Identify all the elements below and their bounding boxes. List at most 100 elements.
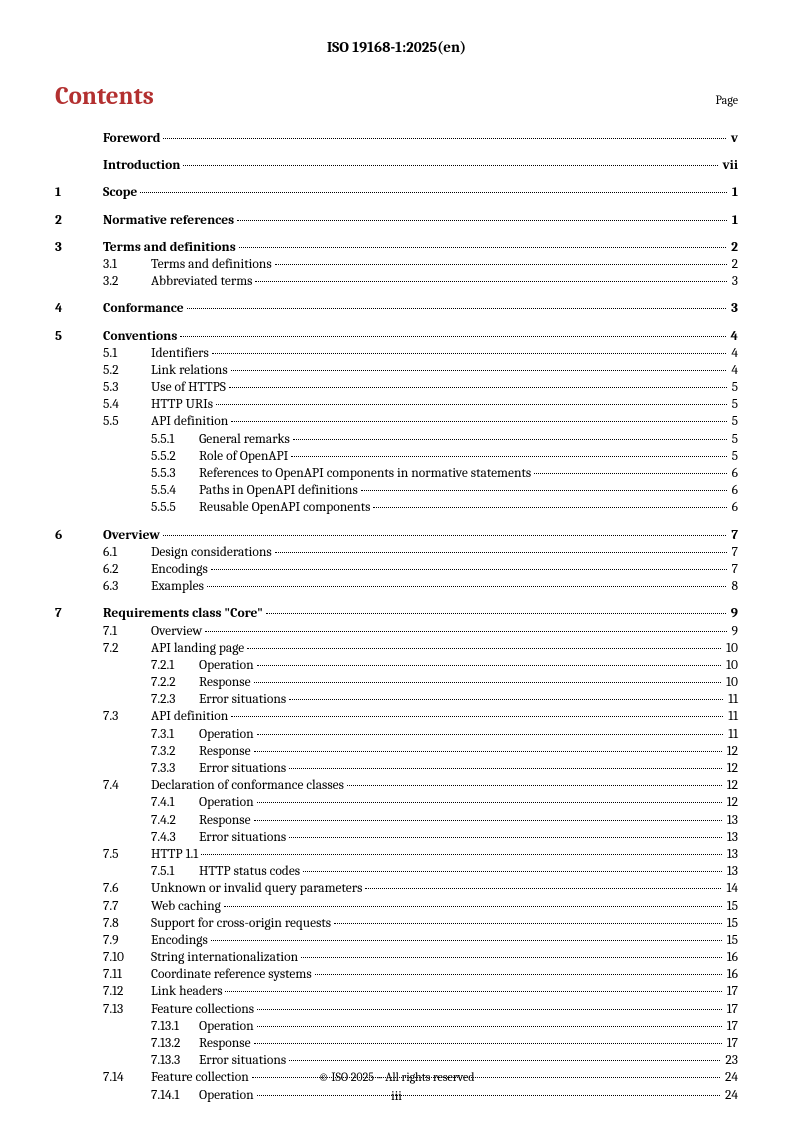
toc-leader [211, 940, 722, 941]
toc-entry-number: 7.5.1 [151, 864, 199, 880]
toc-entry-title: Response [199, 675, 251, 691]
toc-entry-title-cell: Role of OpenAPI [199, 449, 730, 465]
toc-entry-title: Operation [199, 1019, 254, 1035]
toc-entry-title: API definition [151, 709, 228, 725]
toc-entry-title: Reusable OpenAPI components [199, 500, 370, 516]
toc-entry-title-cell: Error situations [199, 761, 725, 777]
toc-entry-title: Operation [199, 795, 254, 811]
toc-entry-number: 6.3 [103, 579, 151, 595]
toc-entry-title-cell: HTTP URIs [151, 397, 730, 413]
toc-entry-title-cell: HTTP status codes [199, 864, 725, 880]
toc-entry-number: 5.3 [103, 380, 151, 396]
toc-entry-page: 5 [730, 449, 738, 465]
toc-entry-page: 7 [729, 528, 738, 544]
toc-entry-page: 7 [730, 545, 738, 561]
toc-entry-page: 12 [725, 795, 738, 811]
toc-entry-number: 5.5.4 [151, 483, 199, 499]
toc-entry: 7.13Feature collections17 [55, 1002, 738, 1018]
toc-entry-page: 2 [729, 240, 738, 256]
toc-entry-number: 7.11 [103, 967, 151, 983]
toc-entry-page: 4 [729, 363, 738, 379]
toc-entry: 7.1Overview9 [55, 624, 738, 640]
toc-entry-number: 7.3.2 [151, 744, 199, 760]
toc-entry-title: Terms and definitions [103, 240, 236, 256]
toc-entry-title-cell: Error situations [199, 1053, 723, 1069]
toc-entry: Forewordv [55, 131, 738, 147]
toc-leader [216, 404, 727, 405]
toc-entry: 7.3.1Operation11 [55, 727, 738, 743]
toc-entry-number: 4 [55, 301, 103, 317]
toc-entry: 5.4HTTP URIs5 [55, 397, 738, 413]
toc-entry-number: 3 [55, 240, 103, 256]
toc-entry-number: 6.1 [103, 545, 151, 561]
toc-entry-title-cell: Encodings [151, 933, 725, 949]
toc-entry-number: 7 [55, 606, 103, 622]
toc-leader [334, 923, 722, 924]
toc-entry-page: 11 [726, 709, 738, 725]
toc-leader [225, 991, 721, 992]
toc-entry-title: Identifiers [151, 346, 209, 362]
toc-leader [289, 768, 722, 769]
toc-leader [361, 490, 727, 491]
toc-entry: 7.4.3Error situations13 [55, 830, 738, 846]
toc-entry-title: HTTP status codes [199, 864, 300, 880]
toc-entry-title: Feature collections [151, 1002, 254, 1018]
toc-entry-title: Design considerations [151, 545, 272, 561]
toc-section-spacer [55, 175, 738, 185]
toc-entry-number: 7.4.2 [151, 813, 199, 829]
toc-entry-title: Conformance [103, 301, 184, 317]
toc-entry-title: General remarks [199, 432, 290, 448]
toc-entry-number: 7.1 [103, 624, 151, 640]
toc-entry-title: Error situations [199, 830, 286, 846]
toc-entry: 7.3.3Error situations12 [55, 761, 738, 777]
toc-entry-number: 6.2 [103, 562, 151, 578]
toc-entry-title-cell: Encodings [151, 562, 730, 578]
toc-entry-title-cell: Response [199, 744, 725, 760]
toc-entry: 5.1Identifiers4 [55, 346, 738, 362]
toc-leader [275, 552, 727, 553]
toc-entry: 7.13.1Operation17 [55, 1019, 738, 1035]
toc-entry: 5.5.5Reusable OpenAPI components6 [55, 500, 738, 516]
toc-entry-page: 8 [729, 579, 738, 595]
toc-entry-number: 3.2 [103, 274, 151, 290]
toc-entry-title-cell: Operation [199, 1019, 725, 1035]
toc-entry-number: 5.5.5 [151, 500, 199, 516]
toc-entry-title-cell: Conventions [103, 329, 729, 345]
toc-leader [254, 1043, 722, 1044]
toc-entry-title: Requirements class "Core" [103, 606, 263, 622]
toc-entry-page: 17 [725, 1019, 738, 1035]
toc-entry-page: 17 [725, 1036, 738, 1052]
toc-entry-title: Overview [151, 624, 202, 640]
toc-entry-page: 16 [725, 967, 738, 983]
toc-entry-title-cell: Requirements class "Core" [103, 606, 729, 622]
toc-leader [229, 387, 727, 388]
toc-entry-number: 7.8 [103, 916, 151, 932]
toc-entry-page: 4 [729, 329, 738, 345]
toc-entry-title-cell: Coordinate reference systems [151, 967, 725, 983]
table-of-contents: ForewordvIntroductionvii1Scope12Normativ… [55, 131, 738, 1104]
toc-entry: 7.2API landing page10 [55, 641, 738, 657]
toc-entry-title: API definition [151, 414, 228, 430]
toc-entry-page: 12 [725, 778, 738, 794]
toc-entry-number: 5.5 [103, 414, 151, 430]
toc-leader [373, 507, 726, 508]
toc-entry-number: 5.5.2 [151, 449, 199, 465]
toc-entry-title-cell: Paths in OpenAPI definitions [199, 483, 730, 499]
toc-entry-title: Scope [103, 185, 137, 201]
toc-leader [207, 586, 727, 587]
toc-entry-title-cell: Examples [151, 579, 729, 595]
toc-entry-title: Encodings [151, 933, 208, 949]
contents-title: Contents [55, 82, 154, 111]
toc-entry-page: 14 [724, 881, 738, 897]
toc-leader [224, 906, 722, 907]
toc-entry: 7.7Web caching15 [55, 899, 738, 915]
toc-entry-title-cell: Link relations [151, 363, 729, 379]
toc-entry-title-cell: Terms and definitions [151, 257, 730, 273]
toc-leader [266, 613, 726, 614]
toc-entry: 7.13.3Error situations23 [55, 1053, 738, 1069]
toc-entry-number: 7.2.3 [151, 692, 199, 708]
toc-entry-page: 12 [725, 761, 738, 777]
toc-leader [239, 247, 726, 248]
toc-entry-title-cell: Scope [103, 185, 730, 201]
toc-entry-title: Encodings [151, 562, 208, 578]
